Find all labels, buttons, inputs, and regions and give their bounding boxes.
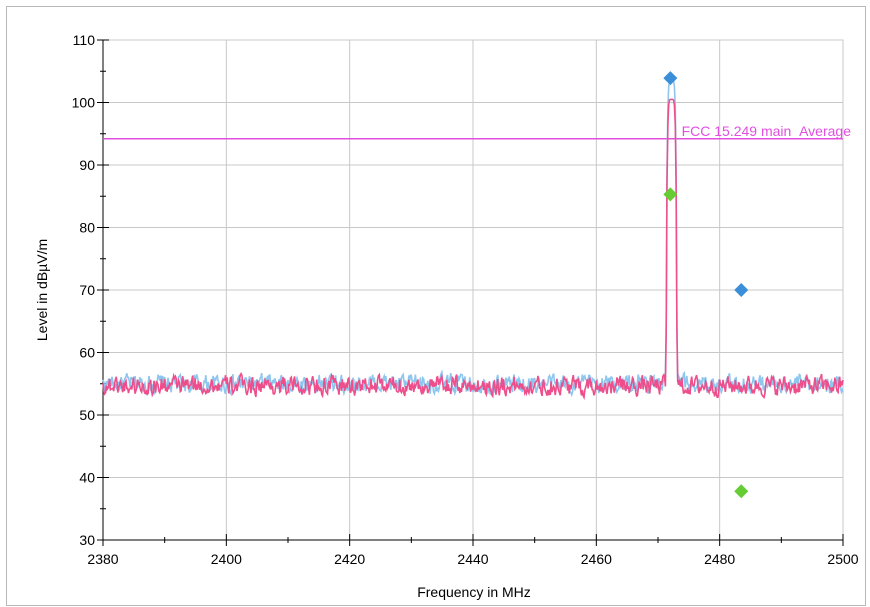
y-tick-label: 70 bbox=[79, 282, 95, 298]
limit-line-group: FCC 15.249 main_Average bbox=[103, 123, 852, 140]
y-tick-label: 100 bbox=[72, 95, 96, 111]
x-axis: 2380 2400 2420 2440 2460 2480 2500 bbox=[87, 534, 859, 567]
x-axis-label: Frequency in MHz bbox=[417, 584, 531, 600]
marker-diamond bbox=[734, 283, 749, 297]
grid bbox=[102, 39, 844, 541]
x-tick-label: 2500 bbox=[827, 551, 858, 567]
x-tick-label: 2400 bbox=[211, 551, 242, 567]
marker-diamond bbox=[734, 484, 749, 499]
traces bbox=[102, 79, 844, 401]
y-axis-label: Level in dBµV/m bbox=[34, 239, 50, 341]
emission-chart: 30 40 50 60 70 80 90 100 110 2380 2400 2420 2440 246… bbox=[34, 32, 859, 600]
y-tick-label: 30 bbox=[79, 532, 95, 548]
chart-frame: 30 40 50 60 70 80 90 100 110 2380 2400 2420 2440 246… bbox=[6, 6, 866, 606]
x-tick-label: 2460 bbox=[581, 551, 612, 567]
marker-diamond bbox=[663, 71, 678, 86]
x-tick-label: 2480 bbox=[704, 551, 735, 567]
x-tick-label: 2440 bbox=[457, 551, 488, 567]
y-tick-label: 110 bbox=[73, 32, 96, 48]
markers bbox=[663, 71, 749, 499]
y-tick-label: 60 bbox=[79, 345, 95, 361]
y-tick-label: 90 bbox=[79, 157, 95, 173]
x-tick-label: 2380 bbox=[87, 551, 118, 567]
y-tick-label: 50 bbox=[79, 407, 95, 423]
x-tick-label: 2420 bbox=[334, 551, 365, 567]
y-tick-label: 80 bbox=[79, 220, 95, 236]
y-axis: 30 40 50 60 70 80 90 100 110 bbox=[72, 32, 109, 548]
trace-series-2 bbox=[102, 98, 844, 401]
y-tick-label: 40 bbox=[79, 470, 95, 486]
marker-diamond bbox=[663, 187, 678, 202]
limit-line-label: FCC 15.249 main_Average bbox=[682, 123, 852, 139]
